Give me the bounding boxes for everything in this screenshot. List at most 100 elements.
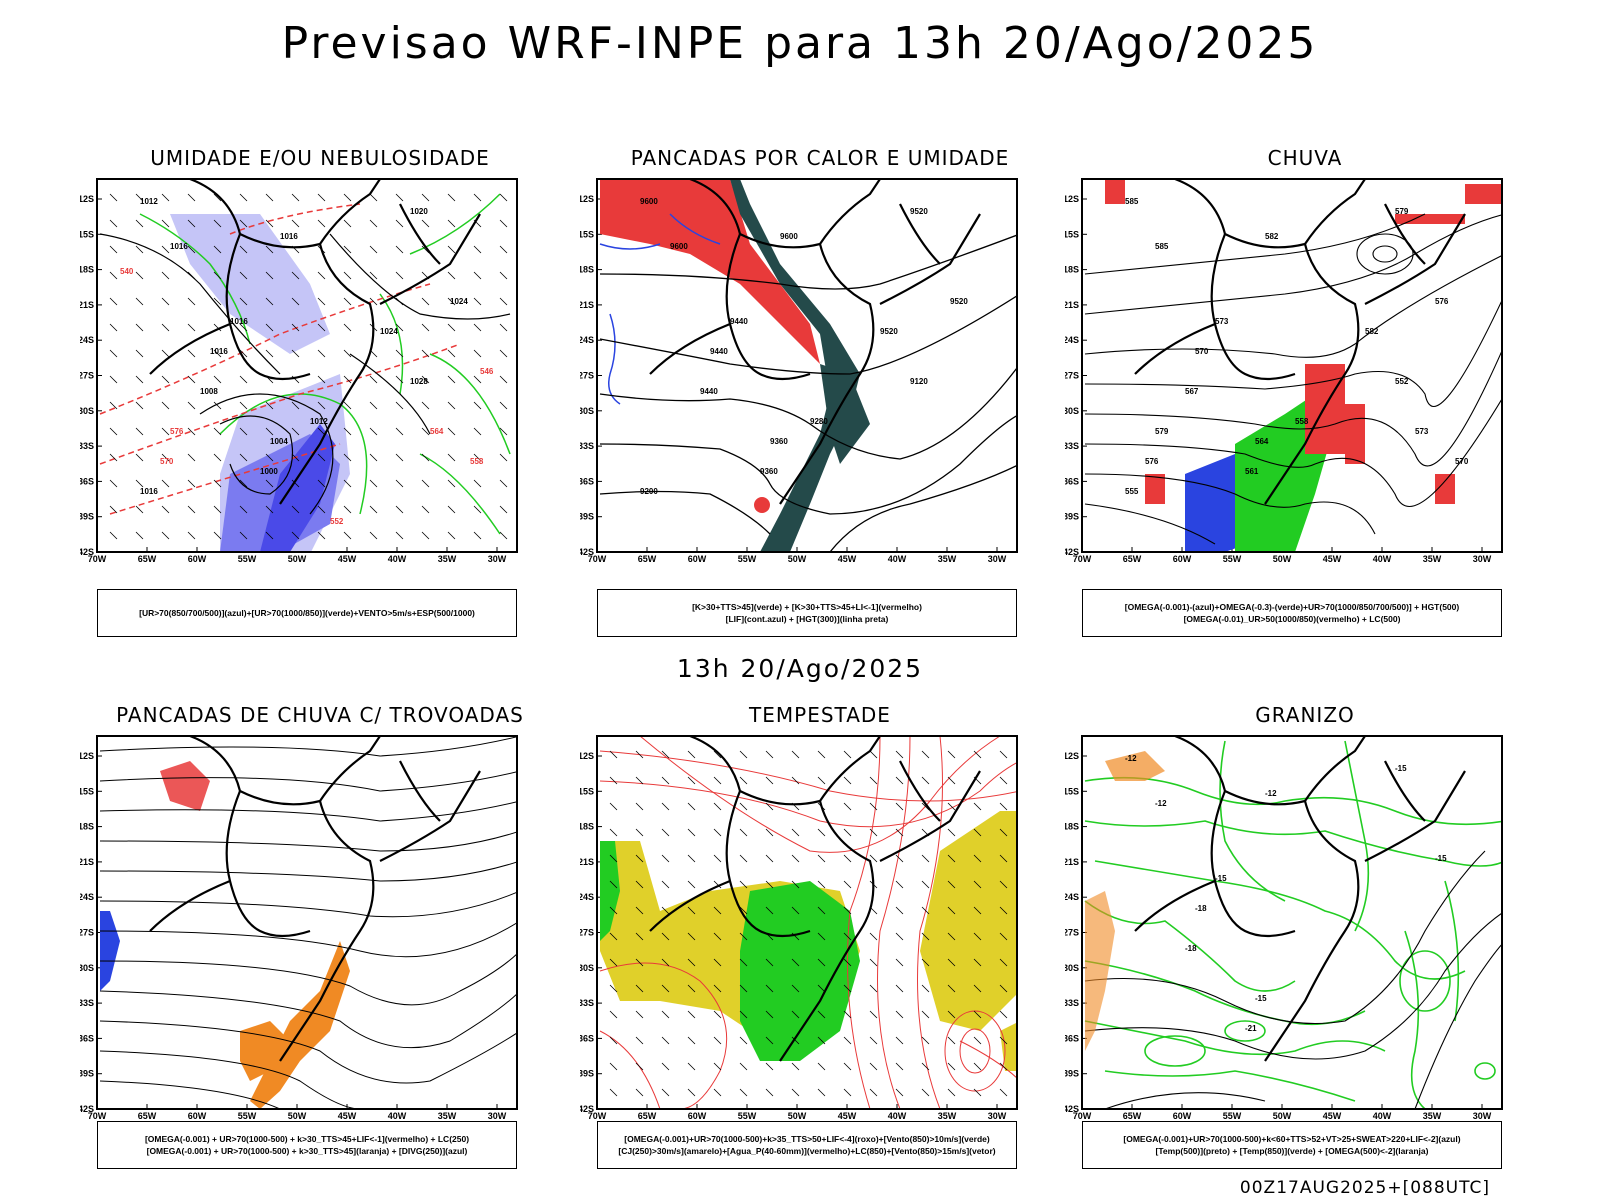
wind-arrow	[499, 531, 508, 540]
contour-label: 9520	[950, 297, 968, 306]
wind-arrow	[473, 271, 482, 280]
wind-arrow	[947, 802, 956, 811]
wind-arrow	[291, 505, 300, 514]
wind-arrow	[739, 932, 748, 941]
contour-labels: 585 585 582 579 576 573 570 567 564 561 558 555 552 5…	[1125, 197, 1469, 496]
wind-arrow	[661, 750, 670, 759]
lat-tick-label: 42S	[80, 547, 94, 557]
lat-tick-label: 12S	[1065, 751, 1079, 761]
wind-arrow	[317, 375, 326, 384]
wind-arrow	[687, 1062, 696, 1071]
wind-arrow	[369, 245, 378, 254]
wind-arrow	[161, 219, 170, 228]
wind-arrow	[843, 1036, 852, 1045]
lat-tick-label: 30S	[80, 963, 94, 973]
wind-arrow	[421, 271, 430, 280]
wind-arrow	[369, 505, 378, 514]
wind-arrow	[369, 219, 378, 228]
wind-arrow	[447, 245, 456, 254]
wind-arrow	[473, 297, 482, 306]
wind-arrow	[635, 880, 644, 889]
contour-label: 552	[1395, 377, 1409, 386]
lon-tick-label: 50W	[1273, 1111, 1292, 1121]
contour-label: 9440	[730, 317, 748, 326]
wind-arrow	[187, 427, 196, 436]
wind-arrow	[921, 854, 930, 863]
wind-arrow	[947, 958, 956, 967]
wind-arrow	[291, 453, 300, 462]
lat-tick-label: 15S	[80, 229, 94, 239]
lat-tick-label: 27S	[80, 928, 94, 938]
lat-tick-label: 36S	[580, 1033, 594, 1043]
lat-tick-label: 27S	[580, 928, 594, 938]
main-title: Previsao WRF-INPE para 13h 20/Ago/2025	[281, 18, 1319, 69]
wind-arrow	[499, 193, 508, 202]
wind-arrow	[317, 401, 326, 410]
lon-tick-label: 65W	[1123, 554, 1142, 564]
wind-arrow	[239, 505, 248, 514]
wind-arrow	[109, 401, 118, 410]
wind-arrow	[973, 932, 982, 941]
wind-arrow	[421, 375, 430, 384]
wind-arrow	[947, 932, 956, 941]
wind-arrow	[635, 776, 644, 785]
lat-tick-label: 42S	[1065, 1104, 1079, 1114]
lat-tick-label: 15S	[1065, 786, 1079, 796]
contour-label: 1024	[450, 297, 468, 306]
wind-arrow	[395, 479, 404, 488]
wind-arrow	[317, 193, 326, 202]
wind-arrow	[661, 1088, 670, 1097]
lat-tick-label: 33S	[80, 441, 94, 451]
wind-arrow	[343, 219, 352, 228]
contour-label: 9520	[880, 327, 898, 336]
wind-arrow	[161, 505, 170, 514]
wind-arrow	[499, 349, 508, 358]
contour-label: 9120	[910, 377, 928, 386]
wind-arrow	[499, 375, 508, 384]
wind-arrow	[817, 854, 826, 863]
legend-line-1: [UR>70(850/700/500)](azul)+[UR>70(1000/8…	[139, 608, 475, 618]
lat-tick-label: 12S	[1065, 194, 1079, 204]
contour-label: 579	[1155, 427, 1169, 436]
wind-arrow	[421, 401, 430, 410]
wind-arrow	[739, 906, 748, 915]
wind-arrow	[395, 323, 404, 332]
lat-tick-label: 33S	[580, 441, 594, 451]
wind-arrow	[635, 802, 644, 811]
wind-arrow	[973, 750, 982, 759]
wind-arrow	[947, 906, 956, 915]
wind-arrow	[187, 375, 196, 384]
wind-arrow	[635, 854, 644, 863]
wind-arrow	[661, 828, 670, 837]
wind-arrow	[213, 531, 222, 540]
wind-arrow	[265, 297, 274, 306]
contour-label: -18	[1185, 944, 1197, 953]
wind-arrow	[921, 880, 930, 889]
wind-arrow	[973, 854, 982, 863]
wind-arrow	[713, 1036, 722, 1045]
panel-pancadas-trovoadas: PANCADAS DE CHUVA C/ TROVOADAS 12S 15S 18S…	[80, 703, 560, 1193]
wind-arrow	[317, 505, 326, 514]
wind-arrow	[369, 479, 378, 488]
lat-tick-label: 30S	[80, 406, 94, 416]
lon-tick-label: 35W	[938, 1111, 957, 1121]
wind-arrow	[343, 245, 352, 254]
lon-tick-label: 55W	[738, 1111, 757, 1121]
wind-arrow	[635, 1036, 644, 1045]
lat-tick-label: 27S	[1065, 371, 1079, 381]
wind-arrow	[317, 297, 326, 306]
wind-arrow	[895, 932, 904, 941]
wind-arrow	[635, 1088, 644, 1097]
wind-arrow	[317, 531, 326, 540]
wind-arrow	[765, 1036, 774, 1045]
wind-arrow	[213, 193, 222, 202]
wind-arrow	[869, 932, 878, 941]
contour-label: 573	[1415, 427, 1429, 436]
wind-arrow	[999, 828, 1008, 837]
wind-arrow	[739, 802, 748, 811]
wind-arrow	[213, 505, 222, 514]
wind-arrow	[343, 401, 352, 410]
contour-label: 9520	[910, 207, 928, 216]
